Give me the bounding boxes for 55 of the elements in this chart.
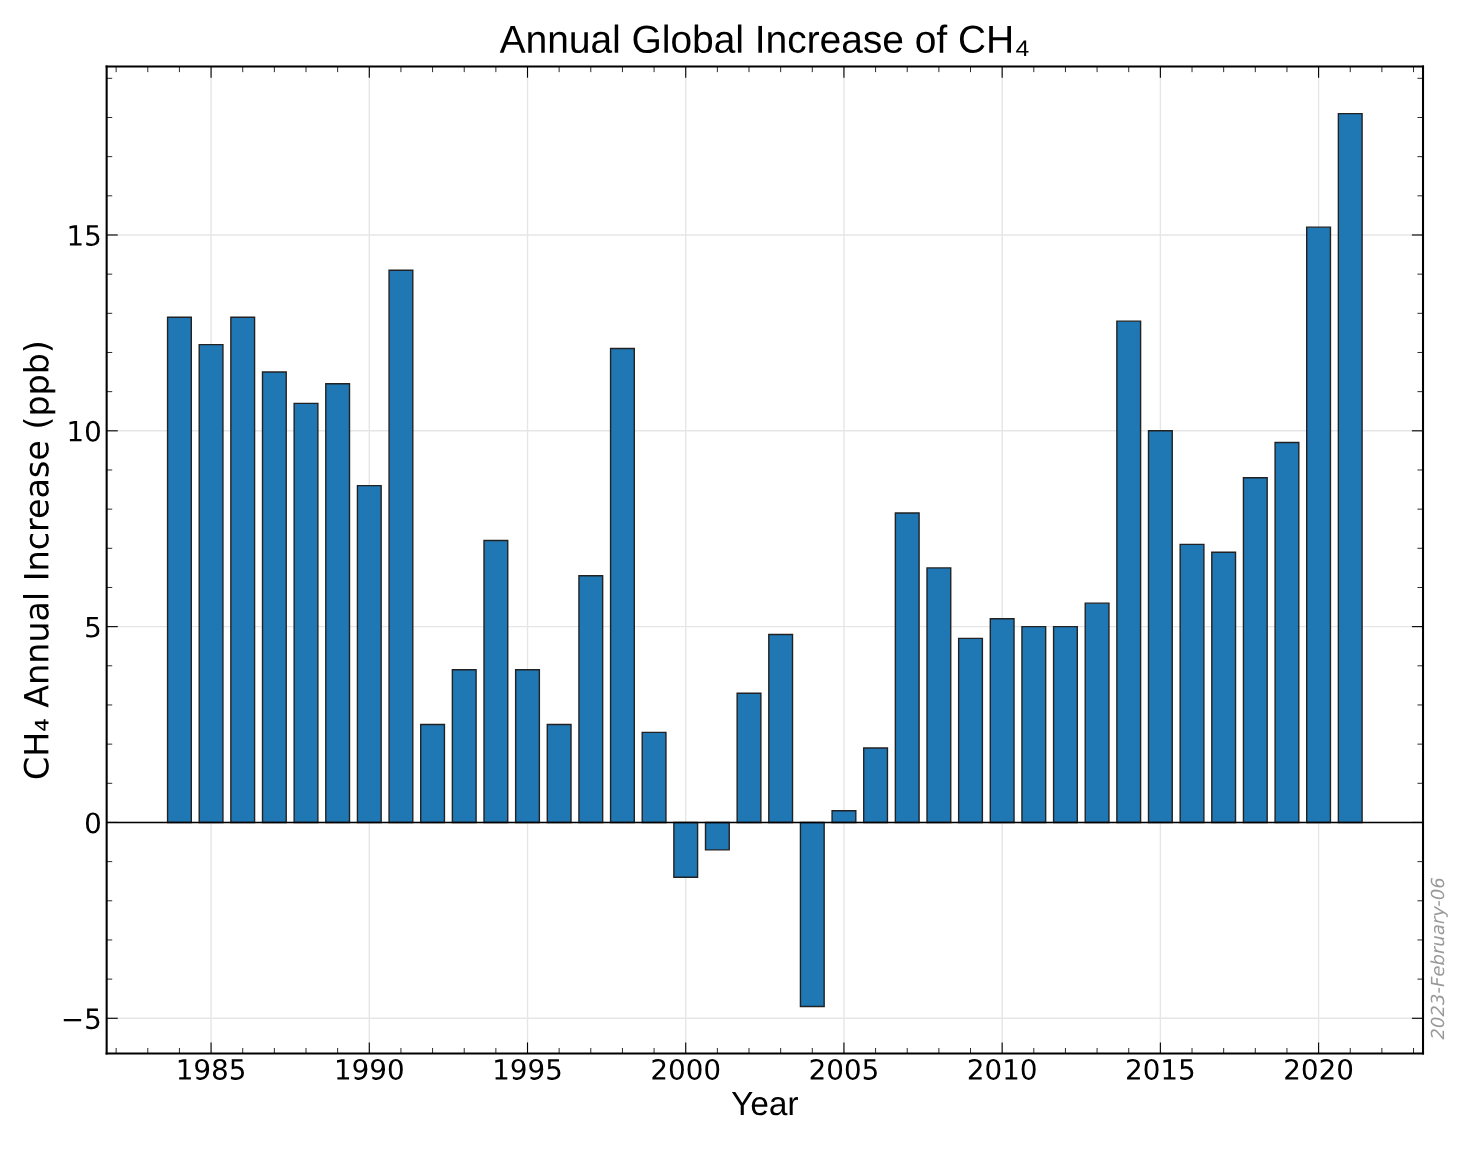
bar <box>989 618 1015 824</box>
bar <box>356 484 382 824</box>
bar <box>1147 430 1173 824</box>
bar <box>894 512 920 824</box>
bar <box>166 316 192 824</box>
bar <box>641 731 667 824</box>
bar <box>736 692 762 824</box>
bar <box>704 821 730 851</box>
bar <box>230 316 256 824</box>
bar <box>514 669 541 824</box>
x-tick-label: 2000 <box>652 1058 720 1080</box>
bar <box>546 723 572 824</box>
x-tick-label: 1990 <box>337 1058 403 1080</box>
bar <box>926 567 952 824</box>
bar <box>1211 551 1237 824</box>
bar <box>420 723 446 824</box>
y-tick-label: 15 <box>69 225 100 246</box>
bar <box>1242 477 1268 824</box>
bar <box>451 669 477 824</box>
bar <box>1021 625 1047 824</box>
bar <box>768 633 794 824</box>
bar <box>293 402 319 824</box>
bar <box>1179 543 1205 824</box>
bar <box>831 810 857 824</box>
chart-title: Annual Global Increase of CH₄ <box>499 24 1029 57</box>
bar <box>1084 602 1110 824</box>
bar <box>1274 441 1300 824</box>
text: 2023-February-06 <box>1430 878 1448 1040</box>
y-tick-label: 5 <box>86 616 100 638</box>
y-tick-label: −5 <box>63 1008 100 1030</box>
x-tick-label: 2020 <box>1285 1058 1353 1080</box>
bar <box>1337 112 1363 824</box>
x-tick-label: 2015 <box>1127 1058 1194 1080</box>
x-tick-label: 1995 <box>495 1058 561 1080</box>
bar <box>863 747 889 824</box>
bar <box>673 821 699 878</box>
bar <box>1052 625 1079 824</box>
bar <box>483 539 509 824</box>
x-tick-label: 1985 <box>178 1058 244 1080</box>
bar <box>799 821 825 1008</box>
bar <box>261 371 287 824</box>
bar <box>1306 226 1332 824</box>
bar <box>957 637 984 824</box>
y-axis-title: CH₄ Annual Increase (ppb) <box>23 342 56 779</box>
y-tick-label: 10 <box>69 420 100 442</box>
x-axis-title: Year <box>731 1092 798 1116</box>
bar <box>1116 320 1142 824</box>
bar <box>609 347 635 824</box>
x-tick-label: 2010 <box>968 1058 1036 1080</box>
bar <box>388 269 414 824</box>
bar <box>325 383 351 824</box>
y-tick-label: 0 <box>85 812 100 834</box>
x-tick-label: 2005 <box>810 1058 877 1080</box>
bar <box>198 343 224 824</box>
bar <box>578 575 604 824</box>
